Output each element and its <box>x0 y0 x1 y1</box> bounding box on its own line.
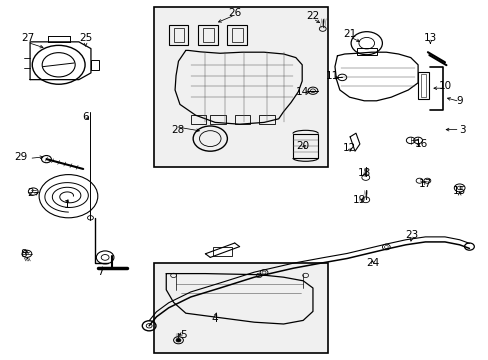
Bar <box>168 25 188 45</box>
Text: 6: 6 <box>82 112 89 122</box>
Bar <box>203 28 213 42</box>
Bar <box>420 74 426 97</box>
Text: 4: 4 <box>211 314 218 324</box>
Bar <box>198 25 217 45</box>
Text: 25: 25 <box>79 33 92 43</box>
Bar <box>173 28 184 42</box>
Text: 28: 28 <box>170 125 184 135</box>
Bar <box>154 7 327 167</box>
Text: 24: 24 <box>365 258 379 268</box>
Circle shape <box>176 338 181 342</box>
Text: 14: 14 <box>295 87 308 97</box>
Bar <box>259 115 274 124</box>
Text: 23: 23 <box>404 230 418 240</box>
Text: 5: 5 <box>180 330 186 340</box>
Text: 8: 8 <box>20 249 27 259</box>
Text: 29: 29 <box>14 152 28 162</box>
Bar <box>232 28 243 42</box>
Bar <box>292 134 318 158</box>
Bar <box>91 60 99 70</box>
Text: 7: 7 <box>97 267 103 277</box>
Bar <box>190 115 206 124</box>
Text: 21: 21 <box>342 29 356 39</box>
Text: 12: 12 <box>342 143 356 153</box>
Text: 18: 18 <box>357 168 370 178</box>
Text: 3: 3 <box>458 125 465 135</box>
Text: 27: 27 <box>21 33 35 43</box>
Bar <box>417 72 428 99</box>
Text: 16: 16 <box>414 139 427 149</box>
Bar <box>234 115 250 124</box>
Text: 20: 20 <box>296 141 309 151</box>
Bar <box>356 48 376 55</box>
Text: 11: 11 <box>325 71 339 81</box>
Text: 22: 22 <box>305 11 319 21</box>
Text: 9: 9 <box>455 96 462 106</box>
Bar <box>210 115 225 124</box>
Bar <box>154 263 327 353</box>
Text: 17: 17 <box>418 179 431 189</box>
Bar <box>212 247 232 256</box>
Text: 10: 10 <box>438 81 450 91</box>
Text: 26: 26 <box>227 8 241 18</box>
Text: 13: 13 <box>423 33 436 43</box>
Text: 15: 15 <box>452 186 466 196</box>
Text: 19: 19 <box>352 195 366 205</box>
Text: 1: 1 <box>64 200 71 210</box>
Text: 2: 2 <box>27 188 34 198</box>
Bar <box>227 25 246 45</box>
